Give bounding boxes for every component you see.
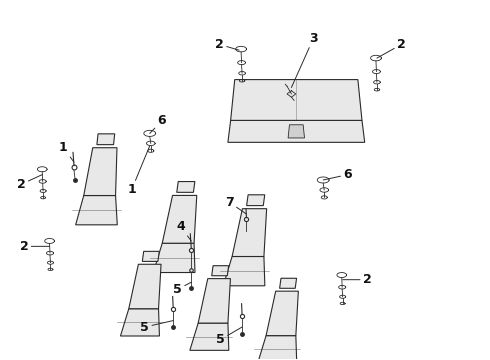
- Polygon shape: [223, 256, 265, 286]
- Text: 5: 5: [216, 327, 242, 346]
- Text: 6: 6: [150, 114, 166, 134]
- Polygon shape: [198, 279, 230, 323]
- Text: 4: 4: [176, 220, 191, 241]
- Text: 2: 2: [17, 175, 42, 191]
- Polygon shape: [153, 243, 195, 273]
- Text: 2: 2: [343, 273, 371, 286]
- Polygon shape: [162, 195, 197, 243]
- Text: 2: 2: [20, 240, 49, 253]
- Polygon shape: [266, 291, 298, 336]
- Text: 3: 3: [292, 32, 318, 87]
- Polygon shape: [75, 195, 117, 225]
- Polygon shape: [84, 148, 117, 195]
- Polygon shape: [121, 309, 159, 336]
- Polygon shape: [258, 336, 297, 360]
- Polygon shape: [231, 80, 362, 120]
- Polygon shape: [288, 125, 304, 138]
- Polygon shape: [97, 134, 115, 145]
- Polygon shape: [190, 323, 229, 350]
- Text: 6: 6: [323, 168, 352, 181]
- Polygon shape: [212, 266, 229, 276]
- Text: 5: 5: [141, 320, 173, 333]
- Polygon shape: [177, 181, 195, 192]
- Polygon shape: [232, 209, 267, 256]
- Polygon shape: [142, 251, 159, 261]
- Text: 1: 1: [59, 141, 74, 162]
- Polygon shape: [280, 278, 296, 288]
- Polygon shape: [129, 264, 161, 309]
- Text: 7: 7: [225, 196, 246, 214]
- Text: 1: 1: [127, 146, 150, 196]
- Polygon shape: [228, 120, 365, 142]
- Text: 2: 2: [377, 38, 406, 58]
- Text: 2: 2: [215, 38, 239, 51]
- Text: 5: 5: [173, 282, 191, 296]
- Polygon shape: [246, 195, 265, 206]
